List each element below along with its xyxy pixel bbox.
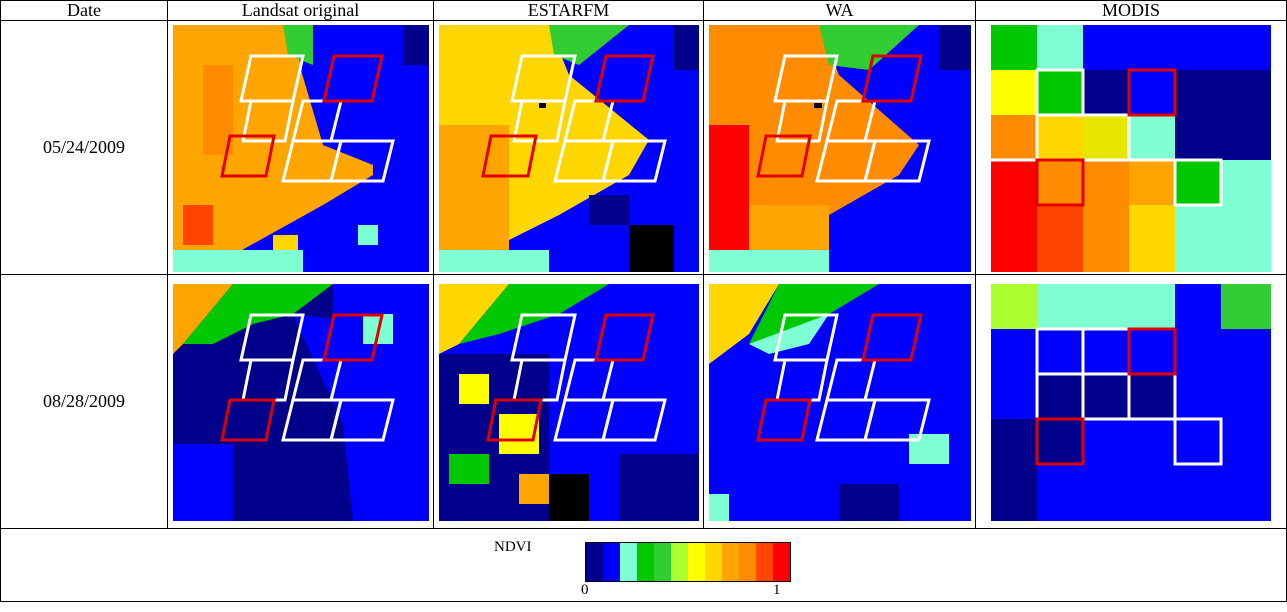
legend-swatch-7 xyxy=(705,543,722,581)
ndvi-map xyxy=(172,284,429,521)
legend-colorbar xyxy=(585,542,791,582)
legend-swatch-2 xyxy=(620,543,637,581)
estarfm-image-1 xyxy=(433,20,704,275)
ndvi-map xyxy=(172,25,429,272)
legend-swatch-9 xyxy=(739,543,756,581)
legend-row: NDVI 0 1 xyxy=(0,528,1287,602)
ndvi-map xyxy=(708,284,971,521)
legend-swatch-6 xyxy=(688,543,705,581)
legend-swatch-1 xyxy=(603,543,620,581)
legend-swatch-11 xyxy=(773,543,790,581)
wa-image-1 xyxy=(703,20,976,275)
landsat-original-image-2 xyxy=(167,274,434,529)
header-wa: WA xyxy=(703,0,976,21)
row-date-1: 05/24/2009 xyxy=(0,20,1287,275)
legend-swatch-3 xyxy=(637,543,654,581)
ndvi-map xyxy=(708,25,971,272)
legend-min-label: 0 xyxy=(581,582,589,598)
ndvi-legend: NDVI 0 1 xyxy=(1,529,1286,601)
header-estarfm: ESTARFM xyxy=(433,0,704,21)
legend-swatch-5 xyxy=(671,543,688,581)
legend-cell: NDVI 0 1 xyxy=(0,528,1287,602)
modis-image-1 xyxy=(975,20,1287,275)
landsat-original-image-1 xyxy=(167,20,434,275)
legend-swatch-8 xyxy=(722,543,739,581)
ndvi-map xyxy=(991,284,1271,521)
ndvi-map xyxy=(438,25,699,272)
wa-image-2 xyxy=(703,274,976,529)
modis-image-2 xyxy=(975,274,1287,529)
legend-swatch-10 xyxy=(756,543,773,581)
legend-swatch-0 xyxy=(586,543,603,581)
header-row: Date Landsat original ESTARFM WA MODIS xyxy=(0,0,1287,21)
header-modis: MODIS xyxy=(975,0,1287,21)
date-cell: 08/28/2009 xyxy=(0,274,168,529)
date-cell: 05/24/2009 xyxy=(0,20,168,275)
header-date: Date xyxy=(0,0,168,21)
ndvi-map xyxy=(438,284,699,521)
estarfm-image-2 xyxy=(433,274,704,529)
row-date-2: 08/28/2009 xyxy=(0,274,1287,529)
legend-swatch-4 xyxy=(654,543,671,581)
ndvi-map xyxy=(991,25,1271,272)
legend-label: NDVI xyxy=(494,539,532,555)
legend-max-label: 1 xyxy=(773,582,781,598)
header-landsat-original: Landsat original xyxy=(167,0,434,21)
